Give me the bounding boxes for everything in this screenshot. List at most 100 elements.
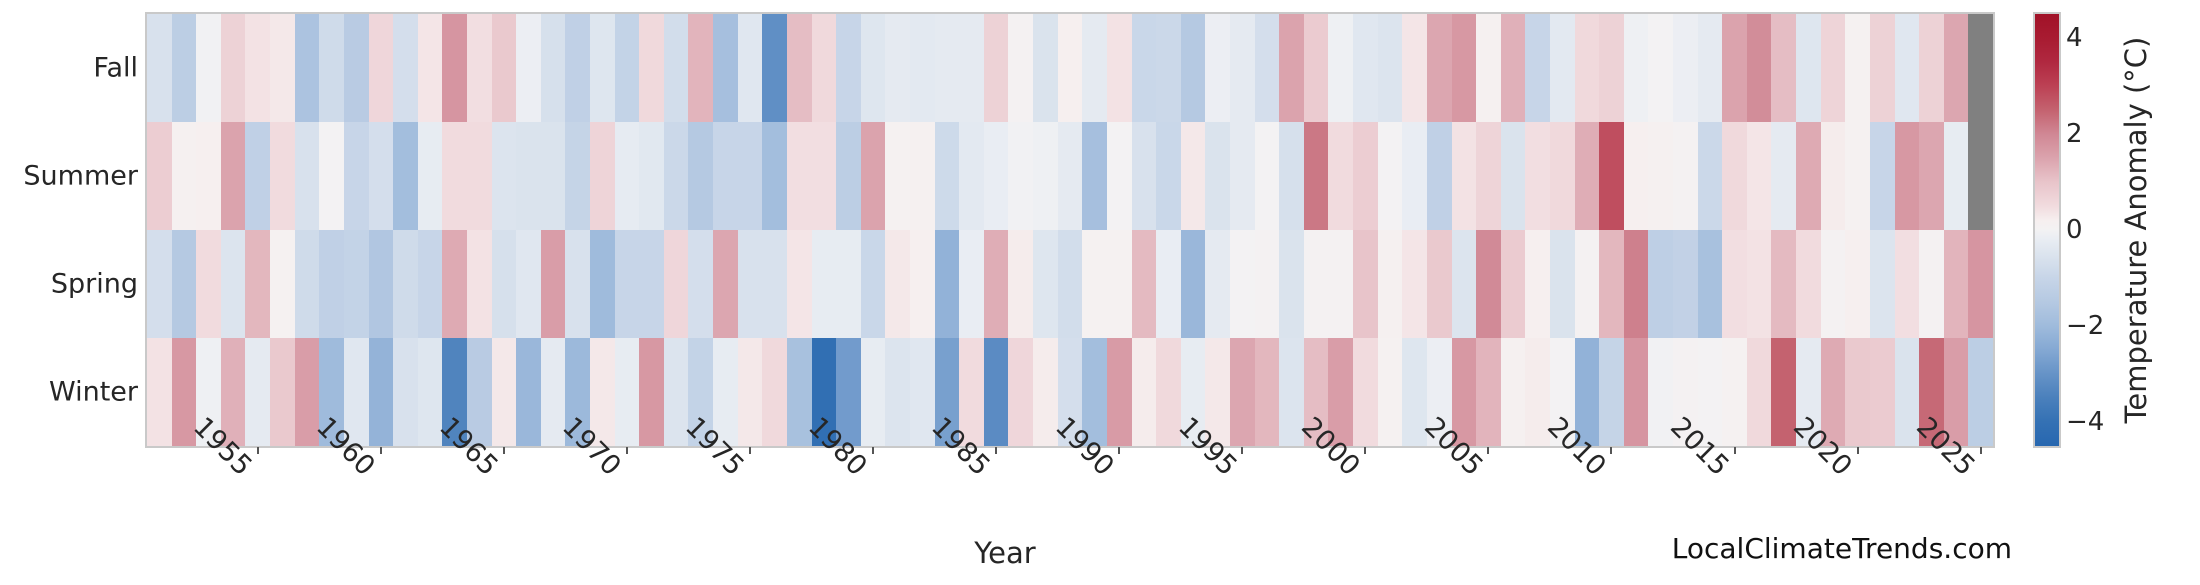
heatmap-cell <box>786 230 812 338</box>
heatmap-cell <box>1082 122 1107 230</box>
heatmap-cell <box>737 14 763 122</box>
heatmap-cell <box>1869 338 1895 446</box>
heatmap-cell <box>516 230 541 338</box>
heatmap-cell <box>1820 14 1846 122</box>
heatmap-cell <box>1599 14 1624 122</box>
heatmap-cell <box>1894 338 1920 446</box>
x-tick-mark <box>995 447 998 454</box>
heatmap-cell <box>1771 230 1797 338</box>
heatmap-cell <box>811 122 837 230</box>
heatmap-cell <box>639 122 664 230</box>
heatmap-cell <box>786 338 812 446</box>
heatmap-cell <box>1279 122 1304 230</box>
x-tick-mark <box>1118 447 1121 454</box>
heatmap-cell <box>1919 122 1944 230</box>
heatmap-cell <box>1254 230 1280 338</box>
heatmap-cell <box>196 338 221 446</box>
heatmap-cell <box>245 122 271 230</box>
heatmap-cell <box>1229 230 1255 338</box>
colorbar-tick-label: −4 <box>2066 407 2105 437</box>
heatmap-cell <box>934 122 960 230</box>
heatmap-cell <box>1771 14 1797 122</box>
heatmap-cell <box>147 338 172 446</box>
heatmap-cell <box>1599 122 1624 230</box>
heatmap-cell <box>1919 14 1944 122</box>
heatmap-cell <box>1623 230 1649 338</box>
heatmap-cell <box>737 122 763 230</box>
heatmap-cell <box>1771 122 1797 230</box>
heatmap-cell <box>442 230 467 338</box>
x-tick-mark <box>502 447 505 454</box>
heatmap-cell <box>1131 122 1157 230</box>
heatmap-cell <box>368 338 394 446</box>
heatmap-cell <box>1229 122 1255 230</box>
heatmap-cell <box>1303 14 1329 122</box>
heatmap-cell <box>1648 338 1674 446</box>
y-axis-label-winter: Winter <box>48 376 138 408</box>
heatmap-cell <box>1205 14 1230 122</box>
heatmap-cell <box>294 338 320 446</box>
heatmap-cell <box>1722 338 1747 446</box>
heatmap-cell <box>1845 230 1870 338</box>
heatmap-cell <box>368 122 394 230</box>
heatmap-cell <box>270 14 295 122</box>
heatmap-cell <box>516 338 541 446</box>
heatmap-cell <box>1525 14 1550 122</box>
heatmap-cell <box>1451 122 1477 230</box>
heatmap-cell <box>1549 122 1575 230</box>
heatmap-cell <box>1697 230 1723 338</box>
heatmap-cell <box>196 14 221 122</box>
heatmap-cell <box>540 14 566 122</box>
heatmap-cell <box>1377 338 1403 446</box>
heatmap-cell <box>1771 338 1797 446</box>
heatmap-cell <box>319 230 344 338</box>
heatmap-cell <box>1869 230 1895 338</box>
heatmap-cell <box>565 230 591 338</box>
heatmap-cell <box>1180 338 1206 446</box>
heatmap-cell <box>1303 230 1329 338</box>
heatmap-cell <box>1303 338 1329 446</box>
heatmap-cell <box>1106 230 1132 338</box>
heatmap-cell <box>590 230 615 338</box>
y-axis-label-fall: Fall <box>93 52 138 84</box>
heatmap-cell <box>1229 14 1255 122</box>
heatmap-cell <box>1156 230 1181 338</box>
heatmap-cell <box>1279 338 1304 446</box>
heatmap-cell <box>959 338 984 446</box>
heatmap-cell <box>1574 122 1600 230</box>
heatmap-cell <box>1451 14 1477 122</box>
heatmap-cell <box>910 230 935 338</box>
heatmap-cell <box>934 230 960 338</box>
heatmap-cell <box>1156 14 1181 122</box>
colorbar-axis-title: Temperature Anomaly (°C) <box>2119 36 2153 424</box>
heatmap-cell <box>1673 338 1698 446</box>
heatmap-cell <box>1279 230 1304 338</box>
heatmap-cell <box>1426 14 1452 122</box>
heatmap-cell <box>565 338 591 446</box>
heatmap-cell <box>713 230 738 338</box>
heatmap-cell <box>294 14 320 122</box>
heatmap-cell <box>1057 230 1083 338</box>
heatmap-cell <box>491 230 517 338</box>
heatmap-cell <box>1328 14 1354 122</box>
heatmap-cell <box>614 14 640 122</box>
heatmap-cell <box>1919 230 1944 338</box>
heatmap-cell <box>1377 230 1403 338</box>
heatmap-cell <box>270 122 295 230</box>
y-axis-label-summer: Summer <box>23 160 138 192</box>
heatmap-cell <box>1943 14 1969 122</box>
heatmap-cell <box>343 230 369 338</box>
heatmap-cell <box>663 122 689 230</box>
heatmap-cell <box>860 338 886 446</box>
heatmap-cell <box>1746 338 1772 446</box>
heatmap-cell <box>1943 338 1969 446</box>
heatmap-cell <box>1426 122 1452 230</box>
heatmap-cell <box>1476 230 1501 338</box>
heatmap-cell <box>639 338 664 446</box>
heatmap-cell <box>1205 338 1230 446</box>
heatmap-cell <box>688 122 714 230</box>
heatmap-cell <box>1033 14 1058 122</box>
heatmap-cell <box>1033 122 1058 230</box>
heatmap-cell <box>1303 122 1329 230</box>
heatmap-cell <box>1254 122 1280 230</box>
